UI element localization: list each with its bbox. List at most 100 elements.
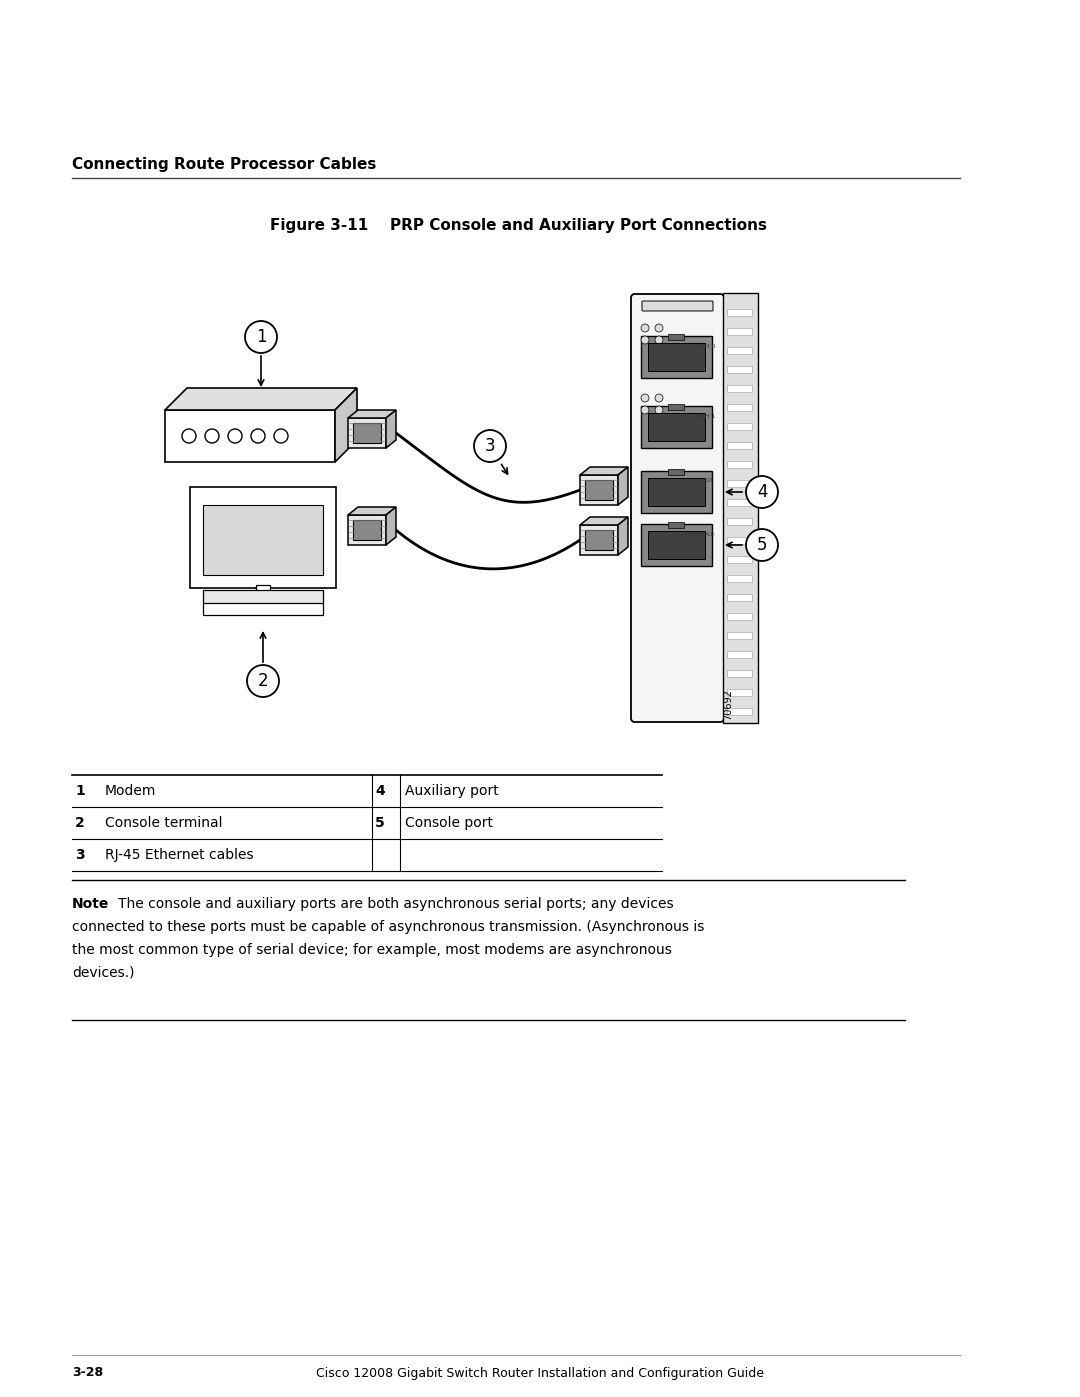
FancyBboxPatch shape [642, 300, 713, 312]
Circle shape [247, 665, 279, 697]
Bar [648, 414, 705, 441]
Bar [203, 602, 323, 615]
Circle shape [642, 407, 649, 414]
Bar [727, 613, 752, 620]
Bar [669, 334, 684, 339]
Circle shape [251, 429, 265, 443]
Bar [727, 461, 752, 468]
Bar [727, 328, 752, 335]
Text: PRP Console and Auxiliary Port Connections: PRP Console and Auxiliary Port Connectio… [390, 218, 767, 233]
Bar [669, 404, 684, 409]
Text: Cisco 12008 Gigabit Switch Router Installation and Configuration Guide: Cisco 12008 Gigabit Switch Router Instal… [316, 1366, 764, 1379]
Text: 2: 2 [75, 816, 84, 830]
Text: 1: 1 [256, 328, 267, 346]
Text: Console terminal: Console terminal [105, 816, 222, 830]
Bar [353, 520, 381, 541]
Text: RJ-45 Ethernet cables: RJ-45 Ethernet cables [105, 848, 254, 862]
Bar [727, 346, 752, 353]
Bar [585, 481, 613, 500]
Circle shape [654, 407, 663, 414]
Bar [727, 594, 752, 601]
Bar [727, 423, 752, 430]
Text: 1: 1 [75, 784, 84, 798]
FancyBboxPatch shape [642, 524, 712, 566]
Circle shape [245, 321, 276, 353]
Circle shape [274, 429, 288, 443]
FancyBboxPatch shape [642, 337, 712, 379]
Text: 3: 3 [75, 848, 84, 862]
Bar [727, 631, 752, 638]
Bar [727, 366, 752, 373]
Text: 4: 4 [757, 483, 767, 502]
Bar [727, 671, 752, 678]
Circle shape [654, 324, 663, 332]
Polygon shape [618, 517, 627, 555]
Text: Auxiliary port: Auxiliary port [405, 784, 499, 798]
Text: The console and auxiliary ports are both asynchronous serial ports; any devices: The console and auxiliary ports are both… [118, 897, 674, 911]
Bar [348, 515, 386, 545]
Text: Console port: Console port [405, 816, 492, 830]
Bar [669, 469, 684, 475]
Bar [648, 478, 705, 506]
Bar [165, 409, 335, 462]
Circle shape [642, 337, 649, 344]
Bar [727, 481, 752, 488]
FancyBboxPatch shape [642, 471, 712, 513]
Circle shape [474, 430, 507, 462]
Bar [727, 499, 752, 506]
Bar [648, 344, 705, 372]
Polygon shape [335, 388, 357, 462]
Circle shape [228, 429, 242, 443]
FancyBboxPatch shape [190, 488, 336, 588]
Bar [580, 525, 618, 555]
Circle shape [654, 337, 663, 344]
Circle shape [746, 529, 778, 562]
Text: 70692: 70692 [723, 689, 733, 719]
Bar [727, 536, 752, 543]
Bar [580, 475, 618, 504]
Text: Note: Note [72, 897, 109, 911]
Circle shape [183, 429, 195, 443]
Circle shape [642, 324, 649, 332]
Bar [648, 531, 705, 559]
Bar [727, 404, 752, 411]
Text: 3-28: 3-28 [72, 1366, 103, 1379]
Bar [727, 689, 752, 696]
Polygon shape [386, 507, 396, 545]
Circle shape [746, 476, 778, 509]
Bar [727, 309, 752, 316]
Bar [727, 651, 752, 658]
Bar [669, 522, 684, 528]
Polygon shape [348, 507, 396, 515]
Text: 3: 3 [485, 437, 496, 455]
Text: the most common type of serial device; for example, most modems are asynchronous: the most common type of serial device; f… [72, 943, 672, 957]
Text: 2: 2 [258, 672, 268, 690]
Text: connected to these ports must be capable of asynchronous transmission. (Asynchro: connected to these ports must be capable… [72, 921, 704, 935]
Text: Modem: Modem [105, 784, 157, 798]
Polygon shape [348, 409, 396, 418]
Polygon shape [618, 467, 627, 504]
Bar [203, 590, 323, 604]
Bar [203, 504, 323, 576]
Polygon shape [580, 467, 627, 475]
Text: ETH 1: ETH 1 [697, 414, 715, 419]
Bar [727, 386, 752, 393]
Text: 4: 4 [375, 784, 384, 798]
Bar [727, 518, 752, 525]
Text: AUX: AUX [702, 479, 715, 483]
Bar [727, 556, 752, 563]
Bar [348, 418, 386, 448]
Circle shape [205, 429, 219, 443]
Text: Connecting Route Processor Cables: Connecting Route Processor Cables [72, 156, 376, 172]
FancyBboxPatch shape [642, 407, 712, 448]
Circle shape [654, 394, 663, 402]
Text: ETH 0: ETH 0 [697, 344, 715, 348]
FancyBboxPatch shape [723, 293, 758, 724]
Text: devices.): devices.) [72, 965, 135, 981]
Bar [727, 441, 752, 448]
Text: Figure 3-11: Figure 3-11 [270, 218, 368, 233]
Polygon shape [386, 409, 396, 448]
Bar [353, 423, 381, 443]
Text: 5: 5 [375, 816, 384, 830]
Bar [256, 585, 270, 599]
